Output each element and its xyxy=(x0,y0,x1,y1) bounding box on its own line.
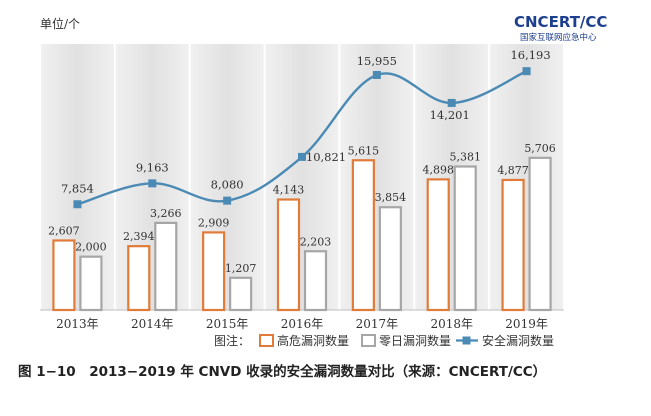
bar-label-zero-day: 2,000 xyxy=(75,241,107,254)
bar-high-risk xyxy=(351,159,375,312)
bar-high-risk xyxy=(426,178,450,312)
bar-zero-day xyxy=(154,221,178,312)
line-point-label: 16,193 xyxy=(510,48,550,62)
x-tick-label: 2015年 xyxy=(206,317,249,331)
line-point-label: 10,821 xyxy=(306,150,346,164)
line-point-marker xyxy=(223,196,232,205)
line-point-label: 15,955 xyxy=(357,54,397,68)
legend-marker-total xyxy=(462,336,471,345)
bar-zero-day xyxy=(79,255,103,312)
legend-label-zero-day: 零日漏洞数量 xyxy=(379,333,451,348)
bar-zero-day xyxy=(229,276,253,312)
legend-title: 图注： xyxy=(214,333,250,348)
line-point-label: 9,163 xyxy=(136,160,169,174)
bar-label-high-risk: 2,394 xyxy=(123,230,155,243)
legend-label-total: 安全漏洞数量 xyxy=(482,333,554,348)
bar-label-zero-day: 5,381 xyxy=(449,151,481,164)
legend-swatch-zero-day xyxy=(361,334,376,347)
logo-subtitle: 国家互联网应急中心 xyxy=(520,32,597,43)
bar-label-high-risk: 2,909 xyxy=(198,216,230,229)
line-point-label: 8,080 xyxy=(211,178,244,192)
bar-high-risk xyxy=(276,198,301,312)
background-band xyxy=(115,44,189,310)
line-point-marker xyxy=(148,179,157,188)
line-point-label: 7,854 xyxy=(61,181,94,195)
bar-label-zero-day: 5,706 xyxy=(524,142,556,155)
logo-name: CNCERT/CC xyxy=(514,13,607,31)
x-tick-labels: 2013年 2014年 2015年 2016年 2017年 2018年 2019年 xyxy=(56,317,548,331)
line-point-marker xyxy=(447,98,456,107)
bar-high-risk xyxy=(202,231,226,312)
bar-zero-day xyxy=(453,165,477,312)
x-tick-label: 2017年 xyxy=(356,317,399,331)
bar-label-high-risk: 2,607 xyxy=(48,224,80,237)
x-tick-label: 2016年 xyxy=(281,317,324,331)
bar-high-risk xyxy=(127,245,151,312)
legend-label-high-risk: 高危漏洞数量 xyxy=(277,333,349,348)
logo: CNCERT/CC 国家互联网应急中心 xyxy=(514,13,607,43)
line-point-label: 14,201 xyxy=(430,108,470,122)
x-tick-label: 2019年 xyxy=(505,317,548,331)
bar-label-zero-day: 1,207 xyxy=(225,262,257,275)
x-tick-label: 2014年 xyxy=(131,317,174,331)
bar-label-high-risk: 5,615 xyxy=(348,144,380,157)
figure-caption: 图 1−10 2013−2019 年 CNVD 收录的安全漏洞数量对比（来源：C… xyxy=(18,363,546,380)
background-band xyxy=(41,44,114,310)
bar-zero-day xyxy=(528,156,552,312)
line-point-marker xyxy=(73,200,82,209)
background-band xyxy=(415,44,489,310)
background-bands xyxy=(40,44,564,311)
x-tick-label: 2013年 xyxy=(56,317,99,331)
line-point-marker xyxy=(298,152,306,161)
bar-high-risk xyxy=(52,239,76,312)
bars-layer: 2,607 2,394 2,909 4,143 5,615 4,898 4,877 2,000… xyxy=(48,142,556,312)
bar-zero-day xyxy=(378,206,402,312)
bar-zero-day xyxy=(303,250,328,312)
bar-label-high-risk: 4,143 xyxy=(273,184,305,197)
bar-high-risk xyxy=(501,178,525,312)
legend-swatch-high-risk xyxy=(259,334,274,347)
unit-label: 单位/个 xyxy=(40,16,80,31)
bar-label-zero-day: 3,854 xyxy=(375,191,407,204)
bar-label-zero-day: 3,266 xyxy=(150,207,182,220)
bar-label-zero-day: 2,203 xyxy=(300,235,332,248)
bar-label-high-risk: 4,877 xyxy=(497,164,529,177)
bar-label-high-risk: 4,898 xyxy=(422,163,454,176)
x-tick-label: 2018年 xyxy=(430,317,473,331)
line-point-marker xyxy=(522,67,531,76)
background-band xyxy=(340,44,414,310)
line-point-marker xyxy=(372,70,381,79)
line-layer: 7,854 9,163 8,080 10,821 15,955 14,201 16,193 xyxy=(61,48,551,209)
legend: 图注： 高危漏洞数量 零日漏洞数量 安全漏洞数量 xyxy=(214,333,554,348)
